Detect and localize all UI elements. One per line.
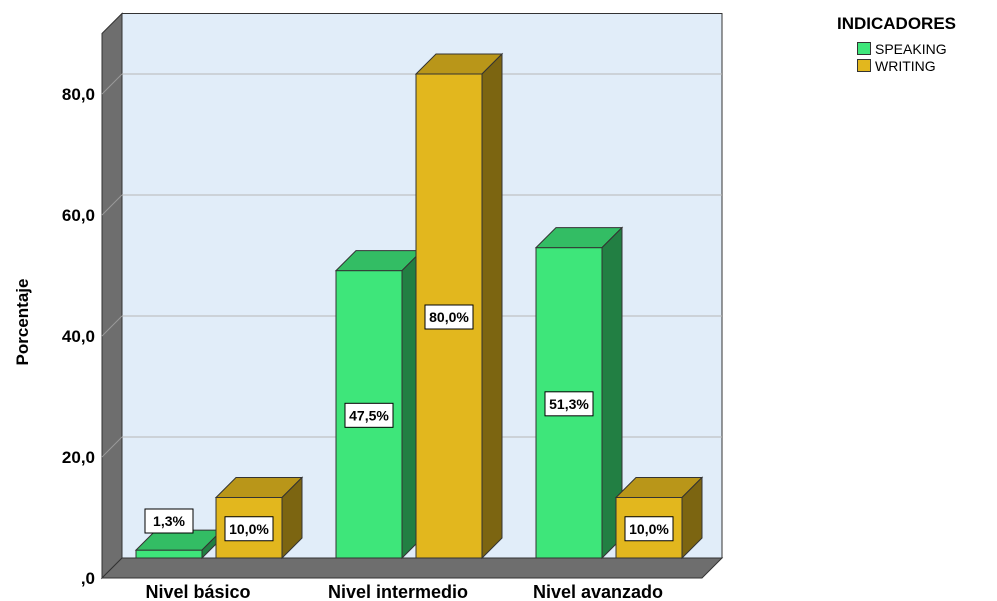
legend-item-speaking: SPEAKING <box>857 40 956 57</box>
data-label: 47,5% <box>349 407 389 423</box>
gridline-side <box>101 315 123 337</box>
data-label-box <box>544 391 594 417</box>
legend-item-writing: WRITING <box>857 57 956 74</box>
gridline-side <box>101 73 123 95</box>
y-tick-label: 80,0 <box>62 85 95 104</box>
x-tick-label: Nivel avanzado <box>533 582 663 601</box>
y-tick-label: 40,0 <box>62 327 95 346</box>
data-label-box <box>224 516 274 542</box>
y-tick-label: 20,0 <box>62 448 95 467</box>
bar-side-writing-nivel-avanzado <box>681 476 703 560</box>
y-tick-label: 60,0 <box>62 206 95 225</box>
data-label-box <box>424 304 474 330</box>
bar-speaking-nivel-basico <box>135 549 203 559</box>
plot-left-wall <box>101 12 123 580</box>
x-tick-label: Nivel intermedio <box>328 582 468 601</box>
plot-floor <box>100 557 724 579</box>
data-label: 10,0% <box>229 521 269 537</box>
gridline-side <box>101 194 123 216</box>
data-label: 51,3% <box>549 396 589 412</box>
data-label: 1,3% <box>153 513 185 529</box>
data-label-box <box>144 508 194 534</box>
bar-side-writing-nivel-intermedio <box>481 52 503 560</box>
y-tick-label: ,0 <box>81 569 95 588</box>
bar-side-writing-nivel-basico <box>281 476 303 560</box>
data-label: 80,0% <box>429 309 469 325</box>
data-label-box <box>624 516 674 542</box>
data-label: 10,0% <box>629 521 669 537</box>
legend: INDICADORES SPEAKING WRITING <box>837 14 956 74</box>
gridline-side <box>101 436 123 458</box>
legend-title: INDICADORES <box>837 14 957 33</box>
y-axis-label: Porcentaje <box>13 279 32 366</box>
x-tick-label: Nivel básico <box>145 582 250 601</box>
legend-label-writing: WRITING <box>875 57 936 74</box>
legend-swatch-writing <box>857 59 871 72</box>
data-label-box <box>344 402 394 428</box>
legend-swatch-speaking <box>857 42 871 55</box>
legend-label-speaking: SPEAKING <box>875 40 947 57</box>
